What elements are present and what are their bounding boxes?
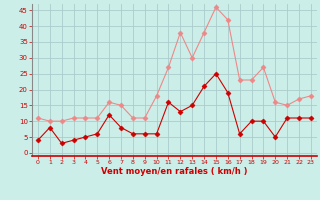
- X-axis label: Vent moyen/en rafales ( km/h ): Vent moyen/en rafales ( km/h ): [101, 167, 248, 176]
